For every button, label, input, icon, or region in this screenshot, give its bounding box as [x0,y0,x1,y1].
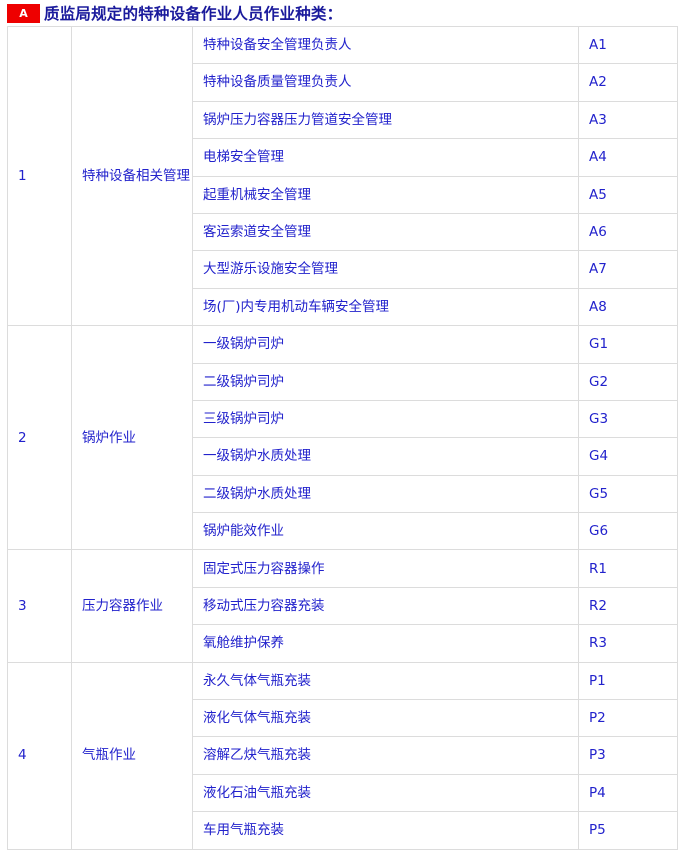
table-row: 二级锅炉水质处理 G5 [8,474,678,514]
job-name-cell: 起重机械安全管理 [192,175,579,214]
job-code-cell: A8 [578,287,678,327]
job-name-cell: 固定式压力容器操作 [192,549,579,588]
section-index-cell: 1 [7,25,72,327]
table-row: 电梯安全管理 A4 [8,138,678,177]
job-code-cell: G1 [578,325,678,364]
job-code-cell: R1 [578,549,678,588]
job-name-cell: 车用气瓶充装 [192,811,579,850]
page-title: 质监局规定的特种设备作业人员作业种类： [44,5,343,23]
job-name-cell: 二级锅炉水质处理 [192,474,579,514]
table-row: 液化气体气瓶充装 P2 [8,699,678,738]
job-code-cell: P3 [578,736,678,775]
special-equipment-job-table: 1 特种设备相关管理 特种设备安全管理负责人 A1 特种设备质量管理负责人 A2 锅炉压力容… [7,25,678,850]
job-code-cell: P2 [578,699,678,738]
table-row: 2 锅炉作业 一级锅炉司炉 G1 [7,325,678,551]
job-name-cell: 电梯安全管理 [192,138,579,177]
table-row: 液化石油气瓶充装 P4 [8,773,678,813]
table-row: 一级锅炉水质处理 G4 [8,437,678,476]
section-group-cell: 锅炉作业 [71,325,193,551]
section-group-cell: 特种设备相关管理 [71,25,193,327]
job-code-cell: A1 [578,25,678,65]
job-name-cell: 液化气体气瓶充装 [192,699,579,738]
job-code-cell: A3 [578,100,678,140]
section-index-cell: 2 [7,325,72,551]
job-name-cell: 客运索道安全管理 [192,212,579,252]
job-name-cell: 场(厂)内专用机动车辆安全管理 [192,287,579,327]
job-code-cell: A7 [578,250,678,289]
table-row: 大型游乐设施安全管理 A7 [8,250,678,289]
job-code-cell: G3 [578,399,678,439]
section-group-cell: 压力容器作业 [71,549,193,663]
table-row: 锅炉压力容器压力管道安全管理 A3 [8,100,678,140]
job-code-cell: A4 [578,138,678,177]
job-code-cell: R3 [578,624,678,663]
job-name-cell: 特种设备质量管理负责人 [192,63,579,102]
job-code-cell: P1 [578,661,678,701]
section-badge-a: A [7,3,40,23]
job-name-cell: 锅炉能效作业 [192,512,579,551]
section-index-cell: 3 [7,549,72,663]
table-row: 1 特种设备相关管理 特种设备安全管理负责人 A1 [7,25,678,327]
table-body: 1 特种设备相关管理 特种设备安全管理负责人 A1 特种设备质量管理负责人 A2 锅炉压力容… [7,25,678,850]
job-name-cell: 锅炉压力容器压力管道安全管理 [192,100,579,140]
table-row: 氧舱维护保养 R3 [8,624,678,663]
section-index-cell: 4 [7,661,72,850]
job-name-cell: 氧舱维护保养 [192,624,579,663]
job-name-cell: 一级锅炉司炉 [192,325,579,364]
table-row: 客运索道安全管理 A6 [8,212,678,252]
job-code-cell: P4 [578,773,678,813]
job-name-cell: 二级锅炉司炉 [192,362,579,401]
table-row: 起重机械安全管理 A5 [8,175,678,214]
table-row: 4 气瓶作业 永久气体气瓶充装 P1 [7,661,678,850]
job-code-cell: G2 [578,362,678,401]
job-code-cell: P5 [578,811,678,850]
job-code-cell: A5 [578,175,678,214]
job-name-cell: 大型游乐设施安全管理 [192,250,579,289]
job-code-cell: R2 [578,586,678,626]
job-name-cell: 一级锅炉水质处理 [192,437,579,476]
job-code-cell: G6 [578,512,678,551]
table-row: 特种设备质量管理负责人 A2 [8,63,678,102]
job-code-cell: G4 [578,437,678,476]
page-title-bar: A 质监局规定的特种设备作业人员作业种类： [0,0,689,26]
job-name-cell: 永久气体气瓶充装 [192,661,579,701]
job-name-cell: 液化石油气瓶充装 [192,773,579,813]
job-code-cell: A6 [578,212,678,252]
table-row: 二级锅炉司炉 G2 [8,362,678,401]
job-code-cell: A2 [578,63,678,102]
table-row: 场(厂)内专用机动车辆安全管理 A8 [8,287,678,327]
table-row: 3 压力容器作业 固定式压力容器操作 R1 [7,549,678,663]
job-code-cell: G5 [578,474,678,514]
job-name-cell: 移动式压力容器充装 [192,586,579,626]
table-row: 锅炉能效作业 G6 [8,512,678,551]
job-name-cell: 溶解乙炔气瓶充装 [192,736,579,775]
job-name-cell: 特种设备安全管理负责人 [192,25,579,65]
job-name-cell: 三级锅炉司炉 [192,399,579,439]
table-row: 溶解乙炔气瓶充装 P3 [8,736,678,775]
table-row: 移动式压力容器充装 R2 [8,586,678,626]
section-group-cell: 气瓶作业 [71,661,193,850]
table-row: 三级锅炉司炉 G3 [8,399,678,439]
